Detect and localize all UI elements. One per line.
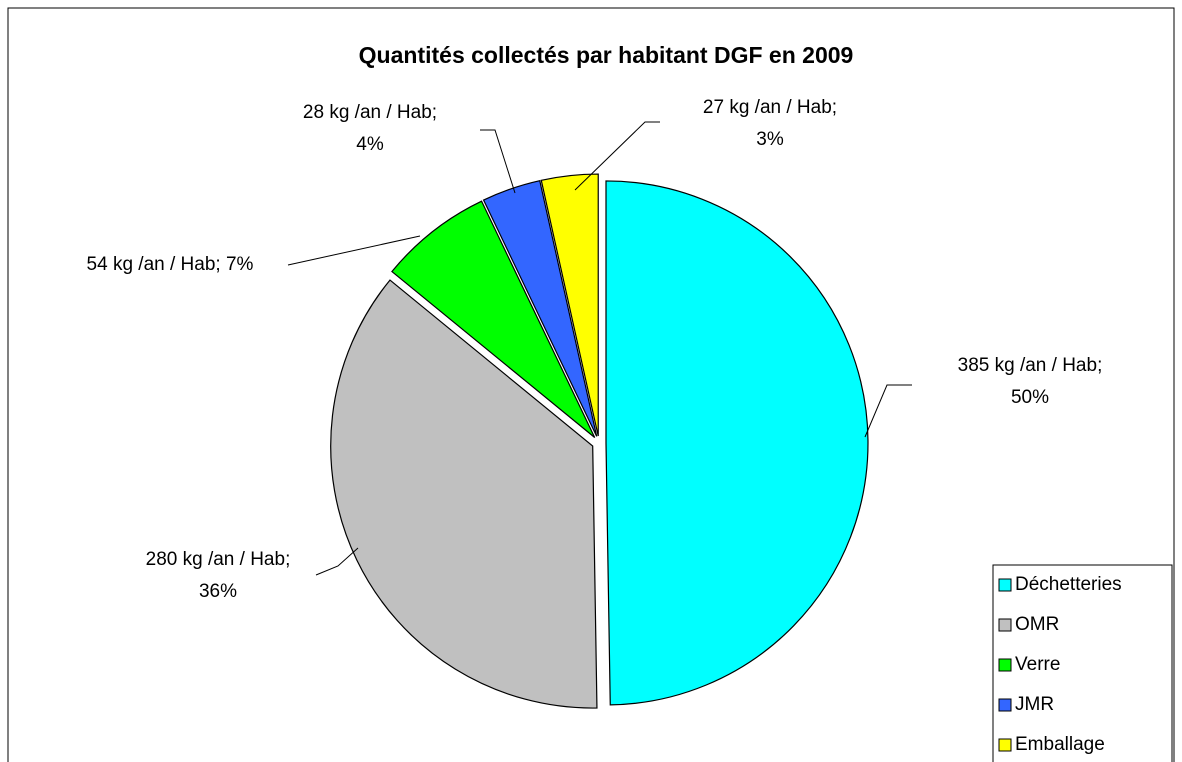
- leader-line: [315, 547, 359, 576]
- pie-slice: [330, 279, 598, 709]
- leader-line: [864, 384, 912, 438]
- chart-frame: [7, 7, 1175, 762]
- legend-swatch: [998, 698, 1012, 712]
- pie-slice: [605, 180, 869, 706]
- pie-slice: [482, 179, 598, 437]
- chart-title: Quantités collectés par habitant DGF en …: [359, 42, 854, 68]
- data-label: 27 kg /an / Hab;: [703, 97, 837, 118]
- pie-slice: [540, 173, 599, 437]
- data-label: 36%: [199, 581, 237, 602]
- legend-swatch: [998, 738, 1012, 752]
- legend-swatch: [998, 658, 1012, 672]
- leader-line: [287, 235, 421, 266]
- pie-slice: [391, 200, 596, 438]
- leader-line: [480, 129, 516, 194]
- legend-label: Verre: [1015, 654, 1060, 675]
- legend-label: Déchetteries: [1015, 574, 1122, 595]
- legend-swatch: [998, 578, 1012, 592]
- data-label: 385 kg /an / Hab;: [958, 355, 1103, 376]
- legend-label: JMR: [1015, 694, 1054, 715]
- data-label: 50%: [1011, 387, 1049, 408]
- data-label: 280 kg /an / Hab;: [146, 549, 291, 570]
- leader-line: [574, 121, 660, 191]
- legend-swatch: [998, 618, 1012, 632]
- data-label: 54 kg /an / Hab; 7%: [87, 254, 254, 275]
- data-label: 4%: [356, 134, 384, 155]
- legend-label: Emballage: [1015, 734, 1105, 755]
- legend-box: [992, 564, 1173, 762]
- legend-label: OMR: [1015, 614, 1059, 635]
- data-label: 3%: [756, 129, 784, 150]
- data-label: 28 kg /an / Hab;: [303, 102, 437, 123]
